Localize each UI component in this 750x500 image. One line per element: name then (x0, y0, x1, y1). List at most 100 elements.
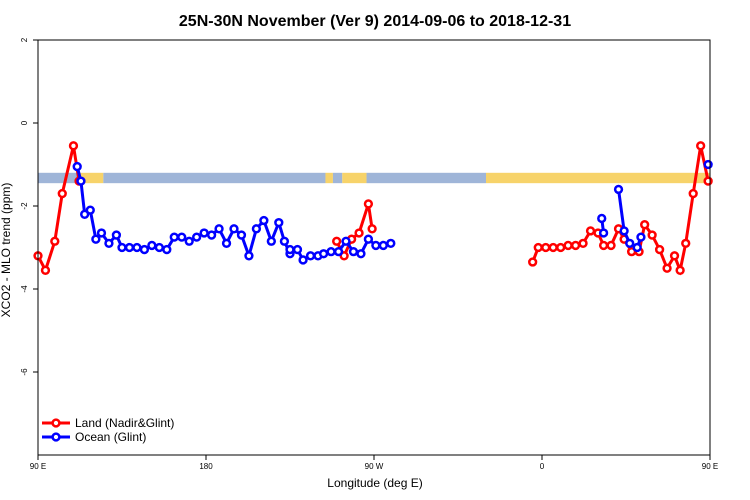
data-point (662, 263, 672, 273)
x-tick-label: 90 E (702, 462, 718, 471)
band-segment-ocean (332, 172, 343, 184)
data-point (221, 238, 232, 249)
x-axis: 90 E 180 90 W 0 90 E (30, 455, 718, 471)
data-point (675, 265, 685, 275)
legend-item: Land (Nadir&Glint) (42, 416, 174, 430)
data-point (169, 232, 179, 242)
land-ocean-band (38, 172, 710, 184)
x-axis-label: Longitude (deg E) (327, 476, 422, 490)
data-point (199, 228, 209, 238)
data-point (636, 232, 646, 242)
data-point (669, 251, 680, 261)
data-point (703, 159, 713, 170)
data-point (85, 205, 95, 215)
data-point (688, 188, 698, 199)
data-point (640, 220, 650, 230)
data-point (386, 238, 396, 249)
data-point (681, 238, 691, 249)
data-point (598, 228, 609, 238)
band-segment-ocean (103, 172, 326, 184)
legend-swatch-marker (51, 432, 61, 442)
data-point (244, 251, 254, 261)
band-segment-ocean (366, 172, 486, 184)
data-point (298, 255, 308, 265)
data-point (556, 242, 566, 253)
data-point (696, 141, 706, 151)
data-point (703, 176, 713, 186)
data-point (57, 188, 67, 199)
data-point (147, 240, 157, 251)
data-point (132, 242, 142, 253)
legend: Land (Nadir&Glint)Ocean (Glint) (42, 416, 174, 444)
data-point (371, 240, 381, 251)
data-point (292, 244, 303, 255)
data-point (378, 240, 388, 251)
data-point (613, 184, 624, 195)
data-point (356, 249, 366, 259)
data-point (305, 251, 316, 261)
data-point (632, 242, 642, 253)
data-point (184, 236, 194, 246)
y-tick-label: -2 (20, 202, 29, 210)
data-point (326, 247, 336, 257)
data-point (76, 176, 86, 186)
y-tick-label: 0 (20, 120, 29, 125)
data-point (606, 240, 616, 251)
data-point (154, 242, 164, 253)
y-tick-label: -4 (20, 285, 29, 293)
legend-item: Ocean (Glint) (42, 430, 146, 444)
data-point (124, 242, 135, 253)
data-point (348, 247, 359, 257)
data-point (266, 236, 276, 246)
data-point (619, 226, 629, 236)
data-point (548, 242, 558, 253)
legend-label: Ocean (Glint) (75, 430, 146, 444)
x-tick-label: 180 (199, 462, 213, 471)
band-segment-ocean (38, 172, 80, 184)
series-layer (33, 141, 713, 276)
data-point (585, 226, 596, 236)
data-point (570, 240, 581, 251)
y-axis-label: XCO2 - MLO trend (ppm) (0, 183, 13, 318)
data-point (206, 230, 217, 240)
band-segment-land (486, 172, 654, 184)
data-point (96, 228, 107, 238)
data-point (251, 224, 262, 234)
data-point (533, 242, 543, 253)
band-segment-land (79, 172, 104, 184)
data-point (598, 240, 609, 251)
x-tick-label: 90 W (365, 462, 384, 471)
data-point (40, 265, 51, 275)
band-segment-land (654, 172, 710, 184)
data-point (91, 234, 101, 244)
data-point (578, 238, 588, 249)
data-point (192, 232, 202, 242)
data-point (528, 257, 538, 267)
chart-title: 25N-30N November (Ver 9) 2014-09-06 to 2… (179, 13, 571, 30)
data-point (625, 238, 635, 249)
series-ocean (72, 159, 713, 265)
data-point (229, 224, 239, 234)
legend-label: Land (Nadir&Glint) (75, 416, 174, 430)
data-point (363, 199, 374, 209)
data-point (117, 242, 127, 253)
data-point (68, 141, 79, 151)
data-point (139, 244, 150, 255)
x-tick-label: 0 (540, 462, 545, 471)
data-point (367, 224, 377, 234)
series-line (36, 145, 81, 275)
y-tick-label: 2 (20, 37, 29, 42)
data-point (162, 244, 172, 255)
data-point (333, 247, 344, 257)
data-point (563, 240, 573, 251)
data-point (341, 236, 351, 246)
data-point (259, 215, 269, 226)
y-tick-label: -6 (20, 368, 29, 376)
data-point (363, 234, 374, 244)
data-point (597, 213, 607, 224)
band-segment-land (342, 172, 367, 184)
data-point (72, 161, 82, 172)
data-point (541, 242, 551, 253)
data-point (654, 244, 665, 255)
